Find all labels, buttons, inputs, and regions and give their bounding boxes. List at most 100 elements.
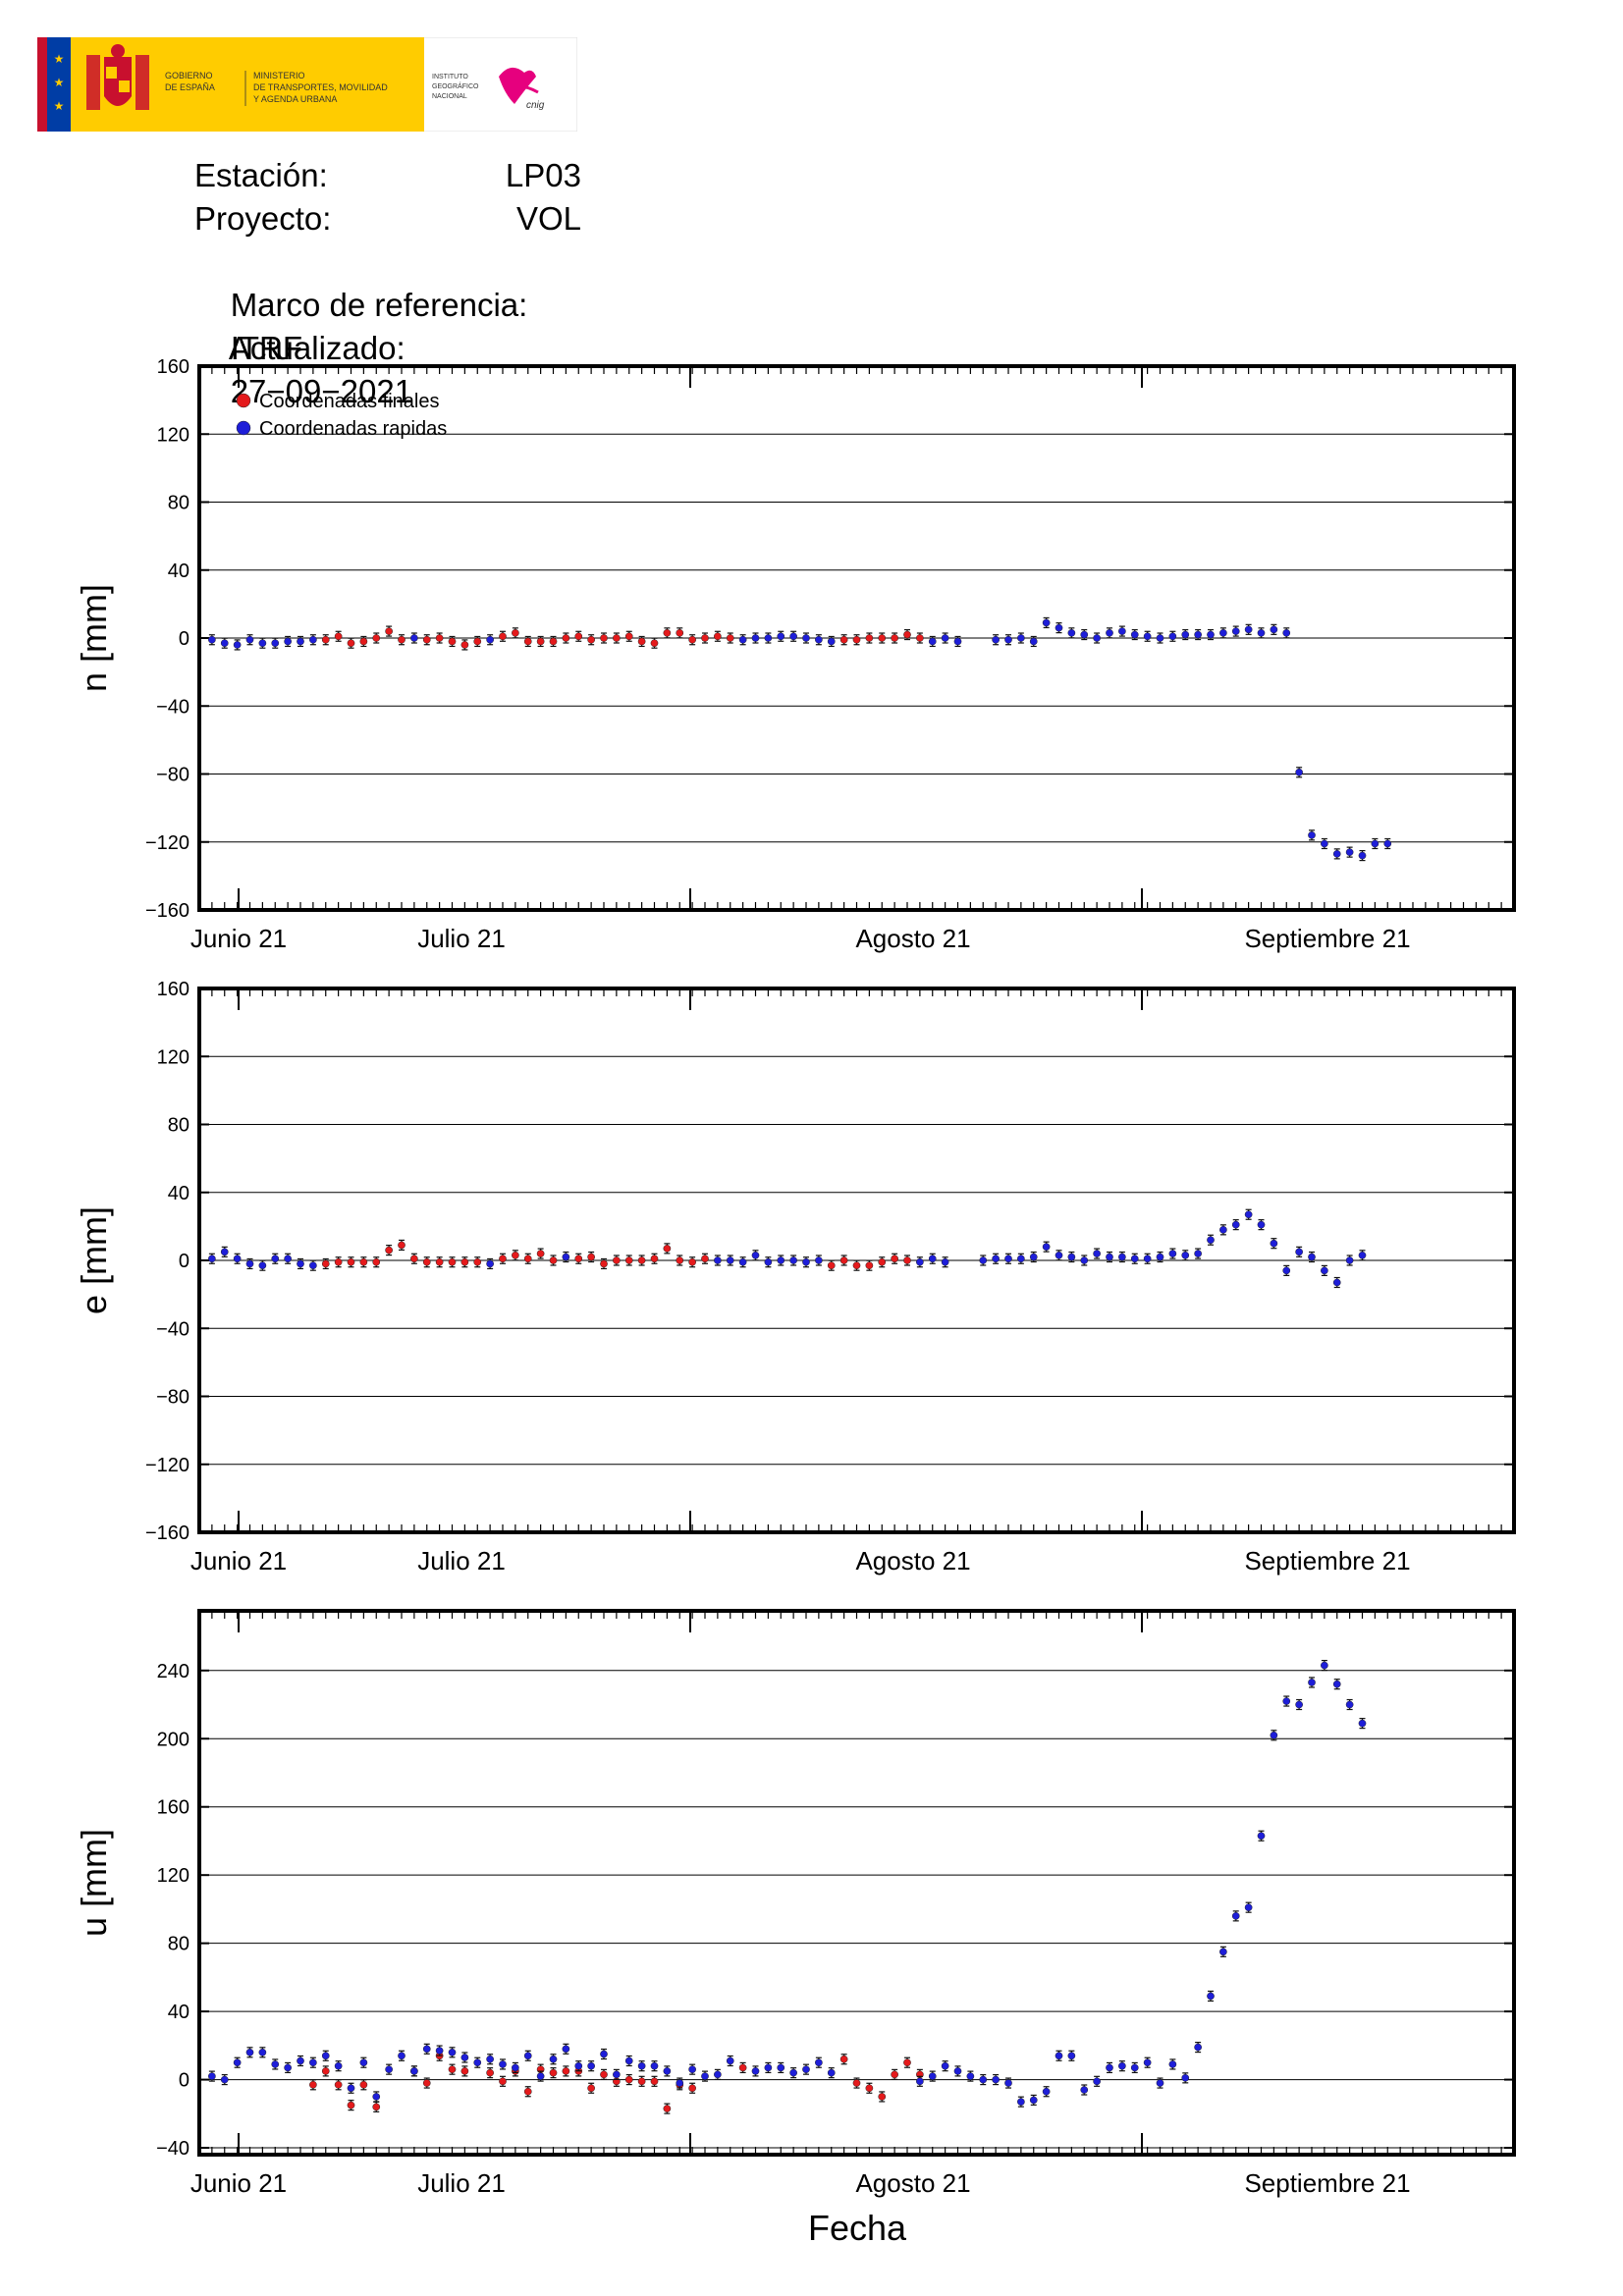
data-point (1029, 635, 1038, 648)
data-point (777, 630, 785, 642)
legend-entry: Coordenadas rapidas (259, 418, 447, 440)
data-point (1181, 628, 1190, 641)
data-point (536, 2070, 545, 2082)
data-point (233, 639, 242, 651)
month-label: Agosto 21 (855, 924, 970, 953)
data-point (1067, 2050, 1076, 2061)
data-point (891, 632, 898, 644)
data-point (297, 1257, 304, 1270)
data-point (1181, 2072, 1190, 2084)
data-point (1017, 1253, 1025, 1264)
frame-label: Marco de referencia: ITRF (194, 240, 528, 413)
data-point (624, 630, 633, 642)
svg-text:★: ★ (54, 99, 65, 113)
data-point (1130, 2061, 1139, 2074)
data-point (1156, 632, 1164, 644)
data-point (600, 1257, 608, 1270)
data-point (613, 1255, 621, 1266)
data-point (334, 630, 343, 642)
data-point (1270, 623, 1278, 635)
data-point (410, 1253, 418, 1264)
data-point (1282, 627, 1291, 639)
data-point (928, 635, 937, 648)
series-rapidas (208, 616, 1392, 862)
data-point (347, 2100, 355, 2111)
data-point (460, 2052, 469, 2063)
data-point (764, 2061, 773, 2074)
data-point (1042, 2086, 1051, 2098)
data-point (600, 632, 608, 644)
data-point (928, 2070, 937, 2082)
data-point (1080, 628, 1089, 641)
data-point (1042, 1241, 1051, 1253)
data-point (1358, 849, 1367, 862)
x-axis-label: Fecha (808, 2208, 907, 2248)
y-tick-label: −40 (156, 1318, 189, 1340)
data-point (574, 1253, 583, 1264)
data-point (777, 1255, 785, 1266)
data-point (422, 2077, 431, 2089)
data-point (334, 2079, 343, 2091)
data-point (891, 1253, 898, 1264)
data-point (309, 634, 317, 646)
data-point (499, 630, 507, 642)
data-point (953, 2065, 962, 2077)
data-point (297, 635, 304, 648)
frame-label-text: Marco de referencia: (230, 287, 528, 323)
data-point (512, 627, 519, 639)
data-point (562, 1251, 570, 1263)
data-point (852, 2077, 861, 2089)
data-point (1270, 1730, 1278, 1741)
instituto-line-1: INSTITUTO (432, 74, 468, 80)
data-point (992, 2073, 1000, 2086)
data-point (486, 2067, 494, 2079)
y-tick-label: 40 (168, 2002, 189, 2023)
data-point (637, 1255, 646, 1266)
data-point (1042, 616, 1051, 629)
data-point (865, 1259, 874, 1271)
data-point (587, 1251, 595, 1263)
data-point (347, 2082, 355, 2094)
data-point (789, 2067, 797, 2079)
data-point (562, 2065, 570, 2077)
data-point (523, 635, 532, 648)
data-point (613, 632, 621, 644)
data-point (916, 632, 924, 644)
data-point (663, 2065, 672, 2077)
data-point (815, 2056, 823, 2068)
legend-marker (236, 393, 251, 408)
data-point (1207, 1990, 1215, 2002)
data-point (891, 2068, 898, 2080)
flag-stripe-red (37, 37, 47, 132)
y-tick-label: 0 (179, 1251, 189, 1272)
month-label: Junio 21 (190, 1546, 287, 1575)
data-point (372, 2091, 381, 2103)
data-point (738, 1256, 747, 1268)
data-point (271, 637, 280, 649)
data-point (460, 2065, 469, 2077)
data-point (1130, 1253, 1139, 1264)
eu-blue-band (47, 37, 71, 132)
data-point (536, 635, 545, 648)
data-point (1194, 628, 1202, 641)
data-point (878, 2091, 887, 2103)
month-label: Agosto 21 (855, 2168, 970, 2198)
data-point (1345, 1255, 1354, 1266)
y-tick-label: 160 (157, 979, 189, 1000)
data-point (789, 630, 797, 642)
data-point (865, 2082, 874, 2094)
data-point (1004, 2077, 1012, 2089)
series-finales (321, 1239, 911, 1271)
data-point (852, 1259, 861, 1271)
data-point (1308, 1251, 1316, 1263)
data-point (1055, 2050, 1063, 2061)
data-point (941, 2060, 949, 2072)
data-point (422, 634, 431, 646)
data-point (523, 1253, 532, 1264)
y-tick-label: 240 (157, 1661, 189, 1682)
data-point (802, 2063, 810, 2075)
data-point (435, 2045, 444, 2056)
data-point (1321, 1659, 1328, 1672)
